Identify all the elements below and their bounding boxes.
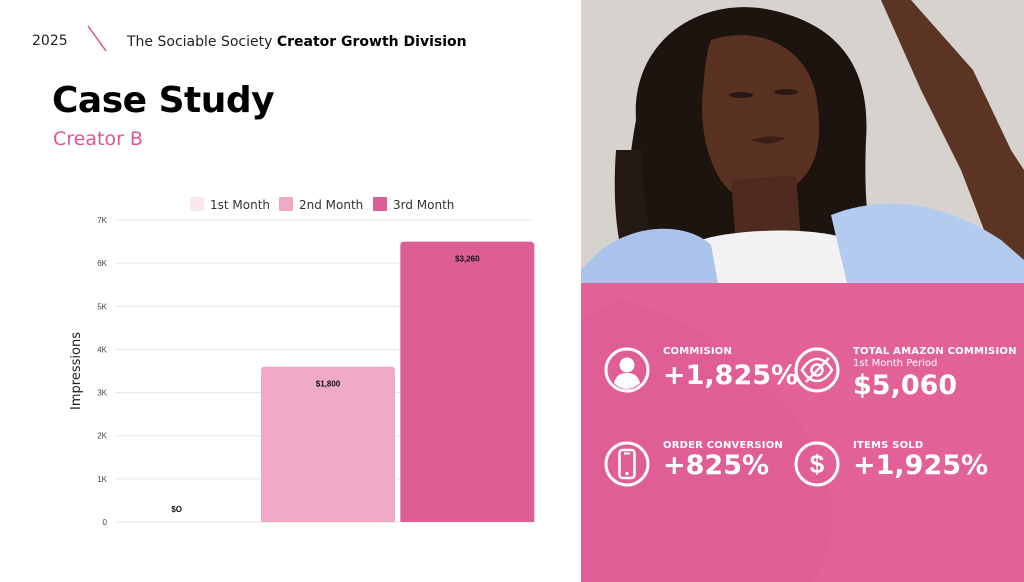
eye-icon [794, 347, 840, 393]
stat-label: ORDER CONVERSION [663, 440, 783, 451]
legend-swatch [279, 197, 293, 211]
bar [400, 241, 535, 523]
user-icon [604, 347, 650, 393]
legend-label: 2nd Month [299, 198, 363, 212]
stat-value: $5,060 [853, 370, 958, 401]
y-tick-label: 3K [97, 389, 107, 398]
stat-label: COMMISION [663, 346, 733, 357]
bar-data-label: $3,260 [455, 255, 480, 264]
y-tick-label: 6K [97, 259, 107, 268]
y-tick-label: 4K [97, 345, 107, 354]
legend-swatch [190, 197, 204, 211]
year-label: 2025 [32, 33, 68, 49]
stat-label: TOTAL AMAZON COMMISION [853, 346, 1017, 357]
brand-line: The Sociable Society Creator Growth Divi… [127, 34, 467, 50]
legend-label: 1st Month [210, 198, 270, 212]
bar-data-label: $1,800 [316, 380, 341, 389]
page-subtitle: Creator B [53, 128, 143, 150]
divider-slash [87, 25, 107, 52]
bar-data-label: $O [171, 505, 182, 514]
dollar-icon: $ [794, 441, 840, 487]
hero-photo: COMMISION +1,825% TOTAL AMAZON COMMISION… [581, 0, 1024, 582]
brand-prefix: The Sociable Society [127, 34, 273, 50]
stat-value: +825% [663, 450, 770, 481]
impressions-bar-chart: 0 1K 2K 3K 4K 5K 6K 7K Impressions $O $1,800 $3,260… [69, 197, 535, 527]
legend-label: 3rd Month [393, 198, 454, 212]
svg-text:$: $ [810, 449, 825, 479]
legend-swatch [373, 197, 387, 211]
page-title: Case Study [52, 80, 275, 121]
y-axis-label: Impressions [69, 332, 84, 410]
phone-icon [604, 441, 650, 487]
y-tick-label: 0 [103, 518, 108, 527]
y-tick-label: 5K [97, 302, 107, 311]
stats-overlay [581, 283, 1024, 582]
stat-label: ITEMS SOLD [853, 440, 924, 451]
stat-value: +1,925% [853, 450, 989, 481]
y-tick-label: 2K [97, 432, 107, 441]
y-tick-label: 1K [97, 475, 107, 484]
stat-subtitle: 1st Month Period [853, 358, 938, 369]
y-tick-label: 7K [97, 216, 107, 225]
brand-division: Creator Growth Division [276, 34, 467, 50]
bar [261, 366, 395, 522]
stat-value: +1,825% [663, 360, 799, 391]
